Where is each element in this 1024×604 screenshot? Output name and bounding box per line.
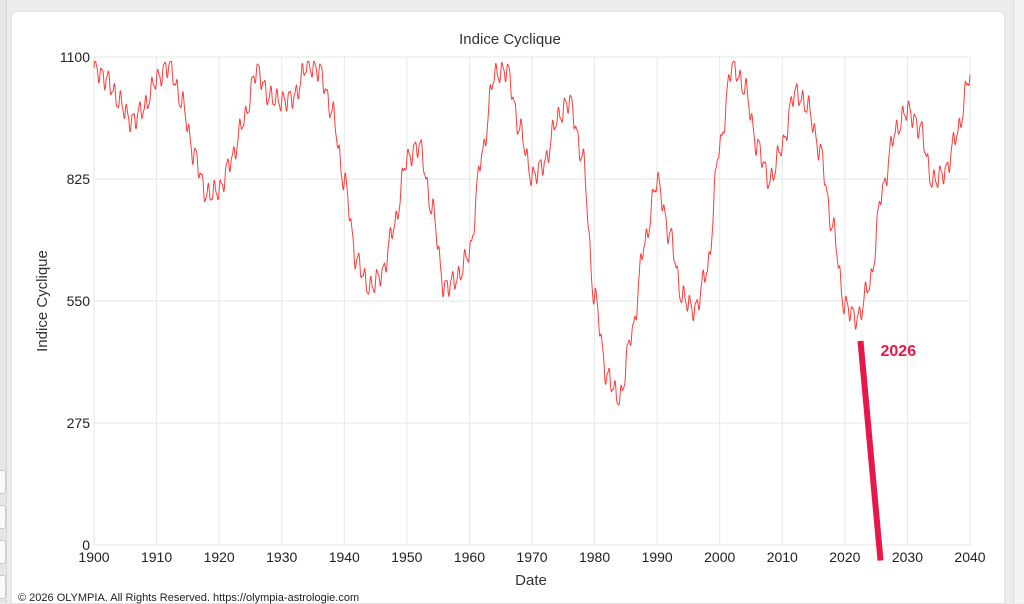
x-tick-label: 1940: [329, 549, 360, 565]
left-window-edge: [0, 0, 7, 603]
edge-tab[interactable]: [0, 575, 6, 599]
y-axis-label: Indice Cyclique: [34, 250, 51, 352]
axis-layer: 1900 1910 1920 1930 1940 1950 1960 1970 1980 1990…: [60, 49, 986, 565]
annotation-label: 2026: [881, 343, 917, 360]
x-axis-label: Date: [515, 572, 547, 589]
y-tick-label: 825: [67, 171, 91, 187]
annotation-layer: 2026: [857, 340, 917, 561]
series-line: [93, 60, 971, 406]
right-window-edge: [1013, 0, 1024, 603]
x-tick-label: 2010: [767, 549, 798, 565]
annotation-marker-line: [857, 340, 884, 561]
chart-panel: [12, 12, 1004, 603]
x-tick-label: 2020: [829, 549, 860, 565]
x-tick-label: 1990: [642, 549, 673, 565]
copyright-footer: © 2026 OLYMPIA. All Rights Reserved. htt…: [18, 592, 360, 604]
edge-tab[interactable]: [0, 540, 6, 564]
y-tick-label: 0: [82, 537, 90, 553]
x-tick-label: 2030: [892, 549, 923, 565]
y-tick-label: 275: [67, 415, 91, 431]
edge-tab[interactable]: [0, 470, 6, 494]
x-tick-label: 2000: [704, 549, 735, 565]
x-tick-label: 1930: [266, 549, 297, 565]
x-tick-label: 1910: [141, 549, 172, 565]
grid-layer: [93, 56, 971, 546]
x-tick-label: 1970: [516, 549, 547, 565]
x-tick-label: 1900: [78, 549, 109, 565]
y-tick-label: 1100: [60, 49, 90, 65]
x-tick-label: 2040: [954, 549, 985, 565]
x-tick-label: 1950: [391, 549, 422, 565]
chart-title: Indice Cyclique: [459, 31, 561, 48]
x-tick-label: 1920: [204, 549, 235, 565]
y-tick-label: 550: [67, 293, 91, 309]
x-tick-label: 1960: [454, 549, 485, 565]
edge-tab[interactable]: [0, 505, 6, 529]
x-tick-label: 1980: [579, 549, 610, 565]
